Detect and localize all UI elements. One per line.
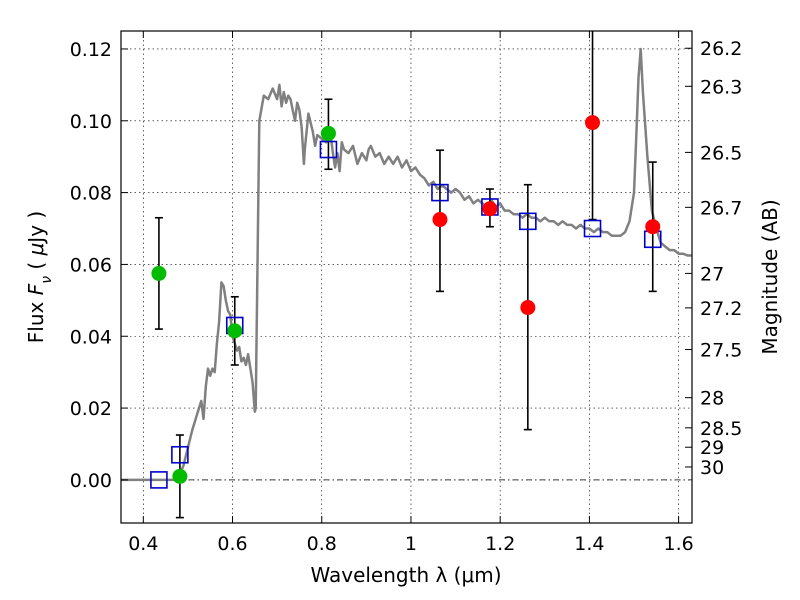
red-data-point	[585, 115, 601, 131]
x-tick-label: 1	[405, 533, 417, 555]
model-photometry-square	[583, 219, 602, 238]
red-data-point	[432, 212, 448, 228]
model-photometry-square	[150, 471, 168, 489]
grid	[121, 31, 692, 523]
y-ticks: 0.00 0.02 0.04 0.06 0.08 0.10 0.12	[70, 39, 128, 492]
x-tick-label: 0.4	[128, 533, 158, 555]
mag-tick-label: 27.2	[700, 298, 742, 320]
y-tick-label: 0.06	[70, 254, 112, 276]
y-tick-label: 0.02	[70, 398, 112, 420]
x-tick-label: 1.2	[485, 533, 515, 555]
mag-tick-label: 26.7	[700, 197, 742, 219]
x-tick-label: 0.8	[307, 533, 337, 555]
model-photometry-square	[519, 212, 537, 231]
green-data-point	[320, 125, 336, 141]
mag-tick-label: 26.3	[700, 76, 742, 98]
x-axis-label: Wavelength λ (μm)	[310, 563, 501, 587]
green-data-point	[172, 468, 188, 484]
mag-tick-label: 26.2	[700, 38, 742, 60]
series-layer	[121, 31, 692, 519]
x-tick-label: 0.6	[217, 533, 247, 555]
mag-tick-label: 28	[700, 388, 724, 410]
mag-tick-label: 29	[700, 437, 724, 459]
mag-tick-label: 30	[700, 457, 724, 479]
model-photometry-square	[171, 445, 189, 464]
y-axis-label-right: Magnitude (AB)	[758, 199, 782, 354]
red-data-point	[645, 219, 661, 235]
x-tick-label: 1.6	[664, 533, 694, 555]
model-photometry-square	[431, 183, 449, 202]
mag-tick-label: 27	[700, 263, 724, 285]
y-tick-label: 0.08	[70, 183, 112, 205]
sed-model-line	[121, 47, 692, 482]
y-axis-label: Flux Fν ( μJy )	[24, 211, 55, 343]
series-clip-group	[121, 31, 692, 519]
plot-frame	[120, 30, 693, 524]
mag-tick-label: 26.5	[700, 142, 742, 164]
red-data-point	[520, 300, 536, 316]
green-data-point	[151, 265, 167, 281]
mag-tick-label: 28.5	[700, 418, 742, 440]
y-tick-label: 0.04	[70, 326, 112, 348]
model-photometry-square	[319, 140, 338, 159]
mag-tick-label: 27.5	[700, 340, 742, 362]
y-tick-label: 0.00	[70, 470, 112, 492]
x-ticks: 0.4 0.6 0.8 1 1.2 1.4 1.6	[128, 31, 694, 555]
x-tick-label: 1.4	[574, 533, 604, 555]
y-tick-label: 0.12	[70, 39, 112, 61]
green-data-point	[227, 323, 243, 339]
red-data-point	[482, 201, 498, 217]
y-tick-label: 0.10	[70, 111, 112, 133]
